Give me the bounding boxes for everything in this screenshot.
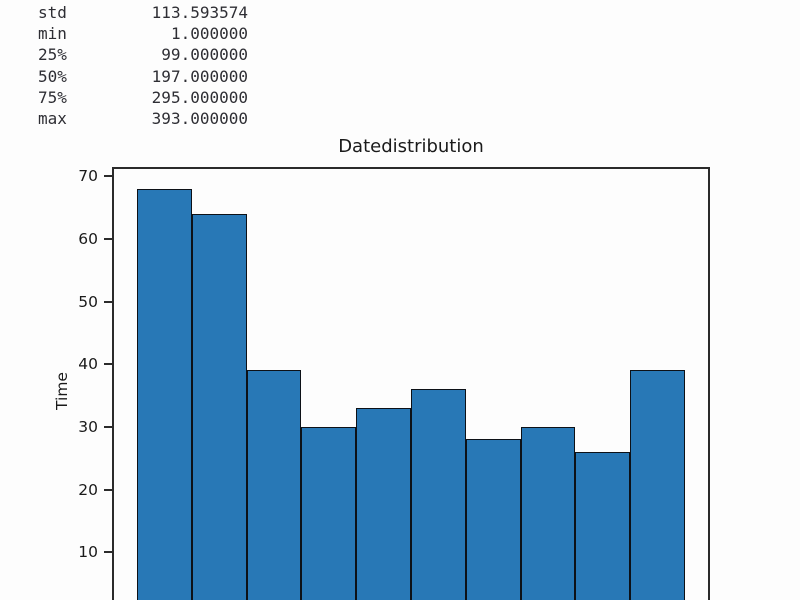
y-tick-mark [104, 363, 112, 366]
y-axis-label: Time [53, 372, 71, 410]
stat-value: 99.000000 [161, 45, 248, 65]
y-tick-mark [104, 488, 112, 491]
histogram-bar [465, 439, 521, 600]
histogram-bar [356, 408, 411, 600]
y-tick-mark [104, 175, 112, 178]
stats-row: 50% 197.000000 [38, 66, 248, 87]
histogram-plot [112, 167, 710, 600]
stats-row: 25% 99.000000 [38, 44, 248, 65]
y-tick-mark [104, 237, 112, 240]
stat-value: 113.593574 [151, 3, 248, 22]
stat-label: 25% [38, 45, 67, 65]
histogram-bar [246, 370, 302, 600]
y-tick-label: 30 [78, 417, 98, 436]
describe-output: std 113.593574 min 1.000000 25% 99.00000… [38, 2, 248, 129]
chart-title: Datedistribution [338, 136, 484, 157]
stat-label: 75% [38, 87, 67, 107]
histogram-bar [630, 370, 685, 600]
y-tick-label: 10 [78, 543, 98, 562]
y-tick-mark [104, 300, 112, 303]
stat-value: 393.000000 [151, 109, 248, 129]
stats-row: std 113.593574 [38, 2, 248, 23]
y-tick-label: 70 [78, 167, 98, 186]
stat-label: 50% [38, 66, 67, 86]
histogram-bar [301, 426, 357, 600]
histogram-bar [411, 389, 466, 600]
histogram-bar [575, 451, 631, 600]
y-tick-label: 40 [78, 355, 98, 374]
y-tick-mark [104, 551, 112, 554]
histogram-bar [520, 426, 576, 600]
histogram-bar [191, 213, 247, 600]
stat-label: std [38, 3, 67, 22]
stats-row: 75% 295.000000 [38, 87, 248, 108]
y-tick-mark [104, 425, 112, 428]
y-tick-label: 50 [78, 292, 98, 311]
y-tick-label: 60 [78, 229, 98, 248]
stat-value: 197.000000 [151, 66, 248, 86]
stat-value: 295.000000 [151, 87, 248, 107]
histogram-bar [137, 188, 192, 600]
stats-row: min 1.000000 [38, 23, 248, 44]
stat-label: max [38, 109, 67, 129]
stats-row: max 393.000000 [38, 108, 248, 129]
y-tick-label: 20 [78, 480, 98, 499]
stat-label: min [38, 24, 67, 44]
stat-value: 1.000000 [170, 24, 248, 44]
